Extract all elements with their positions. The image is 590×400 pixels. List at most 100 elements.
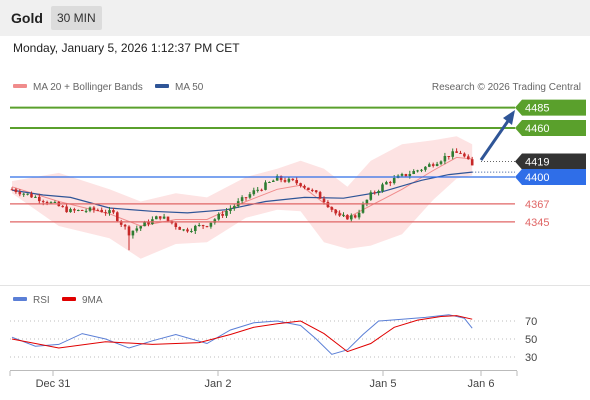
candle-body <box>244 197 248 199</box>
candle-body <box>53 202 57 203</box>
candle-body <box>61 206 64 208</box>
candle-body <box>404 174 408 177</box>
level-tag-pivot <box>515 169 586 185</box>
candle-body <box>400 174 404 176</box>
legend-swatch-rsi <box>13 297 27 301</box>
candle-body <box>353 215 357 218</box>
candle-body <box>428 164 431 167</box>
candle-body <box>346 214 349 220</box>
legend-swatch-ma50 <box>155 84 169 88</box>
candle-body <box>369 192 373 200</box>
projection-arrow-head <box>503 110 515 125</box>
candle-body <box>287 178 291 182</box>
legend-swatch-ma20 <box>13 84 27 88</box>
candle-body <box>119 221 123 225</box>
candle-body <box>143 221 146 227</box>
ma50-line <box>11 171 473 214</box>
candle-body <box>451 151 454 157</box>
candle-body <box>420 169 423 171</box>
candle-body <box>205 226 209 228</box>
candle-body <box>162 216 166 219</box>
candle-body <box>229 208 232 211</box>
candle-body <box>361 203 365 213</box>
candle-body <box>10 189 14 191</box>
price-chart: MA 20 + Bollinger Bands MA 50 Research ©… <box>0 82 590 286</box>
rsi-legend: RSI 9MA <box>13 295 103 306</box>
candle-body <box>373 192 376 194</box>
candle-body <box>275 176 279 181</box>
candle-body <box>84 210 88 212</box>
rsi-line <box>11 314 473 355</box>
ma20-line <box>11 156 473 227</box>
candle-body <box>38 196 41 202</box>
candle-body <box>365 199 369 204</box>
level-label-resistance: 4460 <box>525 123 549 135</box>
candle-body <box>22 193 25 195</box>
candle-body <box>41 201 45 203</box>
candle-body <box>217 214 220 220</box>
rsi-9ma-line <box>11 315 473 353</box>
candle-body <box>213 219 217 223</box>
candle-body <box>69 209 72 213</box>
candle-body <box>268 182 271 183</box>
legend-credit: Research © 2026 Trading Central <box>432 82 581 93</box>
x-tick-label: Jan 2 <box>205 378 232 390</box>
x-axis: Dec 31 Jan 2 Jan 5 Jan 6 <box>9 371 518 390</box>
candle-body <box>326 202 330 208</box>
level-tag-resistance <box>515 120 586 136</box>
candle-body <box>104 212 107 214</box>
candle-body <box>131 230 135 236</box>
candles <box>10 148 474 251</box>
instrument-title: Gold <box>11 10 43 26</box>
candle-body <box>30 193 33 198</box>
candle-body <box>334 209 337 214</box>
level-tag-resistance <box>515 99 586 116</box>
x-tick-label: Jan 5 <box>370 378 397 390</box>
candle-body <box>303 185 306 188</box>
candle-body <box>318 192 322 199</box>
candle-body <box>381 184 384 191</box>
level-label-support: 4345 <box>525 217 549 229</box>
candle-body <box>377 191 380 193</box>
candle-body <box>92 207 96 210</box>
candle-body <box>357 212 361 218</box>
candle-body <box>330 207 334 210</box>
candle-body <box>338 213 341 216</box>
candle-body <box>158 216 162 219</box>
candle-body <box>139 226 142 229</box>
candle-body <box>439 161 443 164</box>
candle-body <box>240 197 244 202</box>
candle-body <box>435 163 439 166</box>
candle-body <box>201 225 205 227</box>
candle-body <box>197 225 201 226</box>
candle-body <box>279 176 283 181</box>
candle-body <box>233 206 236 209</box>
candle-body <box>123 224 127 227</box>
level-label-support: 4367 <box>525 199 549 211</box>
chart-datetime: Monday, January 5, 2026 1:12:37 PM CET <box>13 41 240 55</box>
rsi-tick-label: 30 <box>525 352 537 364</box>
price-levels: 4485 4460 4419 4400 4367 4345 <box>10 99 586 229</box>
interval-button[interactable]: 30 MIN <box>51 6 102 30</box>
candle-body <box>470 159 474 166</box>
level-label-pivot: 4400 <box>525 172 549 184</box>
rsi-gridlines: 70 50 30 <box>10 316 537 364</box>
level-label-resistance: 4485 <box>525 103 549 115</box>
candle-body <box>108 210 111 214</box>
candle-body <box>127 226 131 236</box>
candle-body <box>80 210 84 211</box>
legend-label-ma50: MA 50 <box>175 82 204 93</box>
candle-body <box>209 222 213 227</box>
level-label-current: 4419 <box>525 157 549 169</box>
candle-body <box>100 209 103 213</box>
candle-body <box>314 190 318 193</box>
candle-body <box>182 229 185 231</box>
candle-body <box>65 206 68 213</box>
candle-body <box>431 164 435 166</box>
candle-body <box>307 187 310 190</box>
candle-body <box>252 190 256 195</box>
candle-body <box>186 229 189 232</box>
candle-body <box>424 166 427 170</box>
candle-body <box>147 221 150 225</box>
candle-body <box>295 180 298 184</box>
